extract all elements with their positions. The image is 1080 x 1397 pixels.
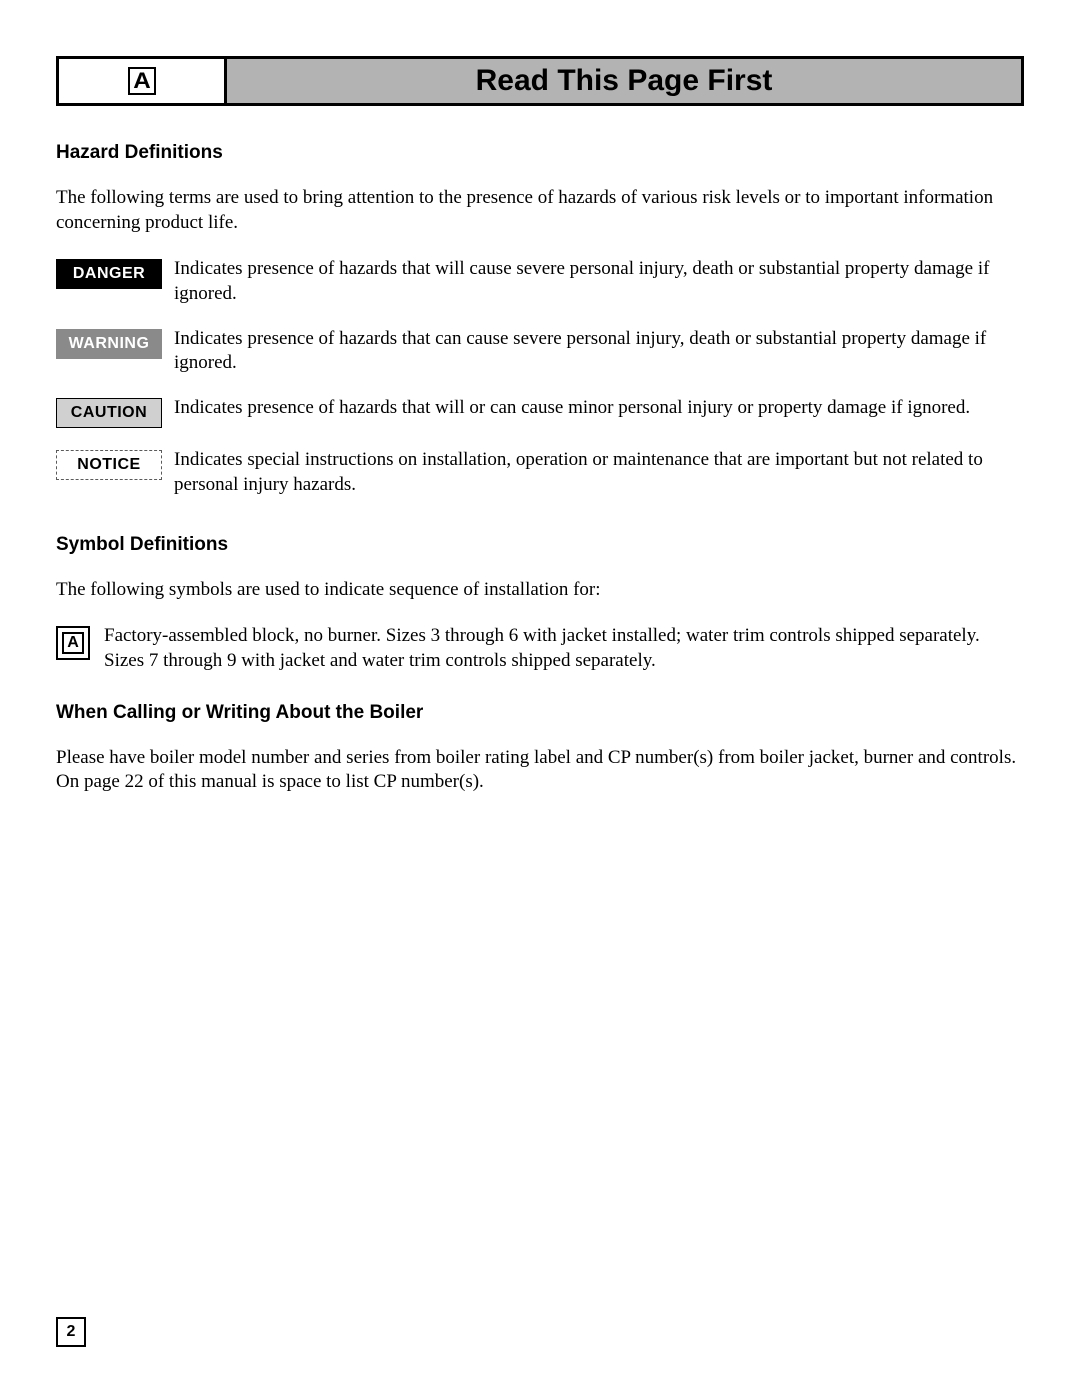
logo-glyph: A <box>133 70 150 92</box>
danger-label: DANGER <box>56 259 162 289</box>
caution-text: Indicates presence of hazards that will … <box>174 396 1024 421</box>
symbol-glyph: A <box>67 634 79 652</box>
notice-label: NOTICE <box>56 450 162 480</box>
warning-text: Indicates presence of hazards that can c… <box>174 327 1024 376</box>
header-logo-cell: A <box>59 59 227 103</box>
logo-icon: A <box>128 67 156 95</box>
page: A Read This Page First Hazard Definition… <box>0 0 1080 1397</box>
page-number: 2 <box>56 1317 86 1347</box>
danger-text: Indicates presence of hazards that will … <box>174 257 1024 306</box>
caution-label: CAUTION <box>56 398 162 428</box>
assembly-symbol-icon: A <box>56 626 94 660</box>
hazard-row-caution: CAUTION Indicates presence of hazards th… <box>56 396 1024 428</box>
hazard-intro: The following terms are used to bring at… <box>56 186 1024 235</box>
hazard-row-notice: NOTICE Indicates special instructions on… <box>56 448 1024 497</box>
contact-text: Please have boiler model number and seri… <box>56 746 1024 795</box>
header-title: Read This Page First <box>227 59 1021 103</box>
hazard-section-title: Hazard Definitions <box>56 142 1024 164</box>
hazard-row-warning: WARNING Indicates presence of hazards th… <box>56 327 1024 376</box>
symbol-text: Factory-assembled block, no burner. Size… <box>104 624 1024 673</box>
header-bar: A Read This Page First <box>56 56 1024 106</box>
hazard-list: DANGER Indicates presence of hazards tha… <box>56 257 1024 497</box>
notice-text: Indicates special instructions on instal… <box>174 448 1024 497</box>
header-title-text: Read This Page First <box>476 64 773 98</box>
hazard-row-danger: DANGER Indicates presence of hazards tha… <box>56 257 1024 306</box>
symbol-intro: The following symbols are used to indica… <box>56 578 1024 603</box>
contact-section-title: When Calling or Writing About the Boiler <box>56 702 1024 724</box>
page-number-text: 2 <box>67 1323 76 1341</box>
warning-label: WARNING <box>56 329 162 359</box>
symbol-row: A Factory-assembled block, no burner. Si… <box>56 624 1024 673</box>
symbol-section-title: Symbol Definitions <box>56 534 1024 556</box>
